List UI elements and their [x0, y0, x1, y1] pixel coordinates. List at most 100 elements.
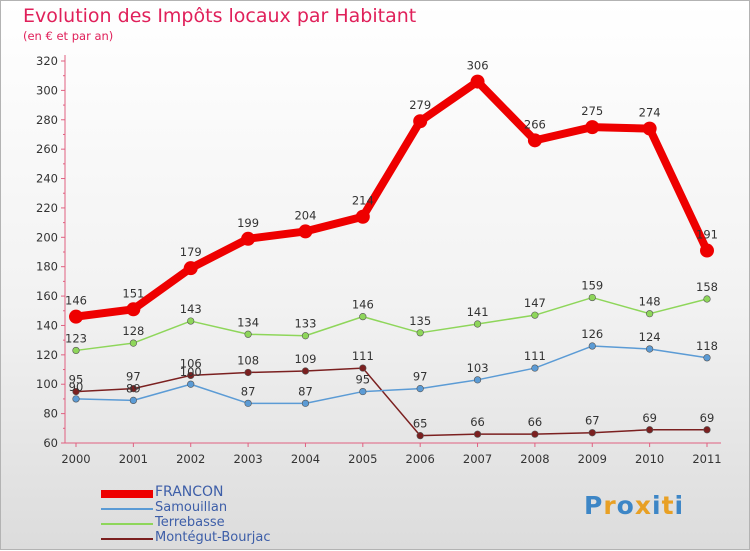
data-point-samouillan [473, 376, 482, 384]
series-line-francon [72, 77, 711, 321]
data-point-montegut-bourjac [703, 426, 711, 434]
data-label-francon: 146 [65, 294, 87, 308]
data-point-terrebasse [646, 310, 654, 318]
legend-label-francon: FRANCON [155, 484, 224, 500]
data-point-samouillan [244, 399, 252, 407]
data-point-terrebasse [359, 313, 367, 321]
y-tick-label: 100 [36, 377, 58, 391]
data-point-francon [298, 224, 313, 239]
data-label-terrebasse: 135 [409, 314, 431, 328]
x-tick-label: 2000 [61, 452, 90, 466]
data-point-francon [413, 114, 428, 129]
data-point-montegut-bourjac [187, 371, 195, 380]
series-line-terrebasse [75, 296, 708, 352]
y-tick-label: 180 [36, 260, 58, 274]
data-point-terrebasse [588, 293, 596, 302]
legend-label-terrebasse: Terrebasse [155, 515, 225, 530]
data-label-francon: 279 [409, 98, 431, 112]
data-point-francon [470, 74, 485, 89]
series-points [69, 74, 714, 440]
y-tick-label: 240 [36, 172, 58, 186]
series-labels: 95 97 106 108 109 111 65 66 66 67 69 69 123 128 143 134… [65, 59, 718, 431]
data-label-samouillan: 95 [355, 373, 370, 387]
data-point-samouillan [646, 345, 654, 353]
x-tick-label: 2006 [406, 452, 435, 466]
data-point-francon [183, 261, 198, 276]
logo-letter: t [661, 491, 675, 520]
y-tick-label: 320 [36, 54, 58, 68]
x-tick-label: 2009 [578, 452, 607, 466]
data-point-samouillan [416, 385, 424, 393]
data-point-francon [355, 209, 370, 224]
data-point-terrebasse [703, 295, 711, 303]
series-line-samouillan [75, 345, 708, 405]
data-label-terrebasse: 141 [467, 305, 489, 319]
data-label-francon: 275 [581, 104, 603, 118]
data-point-montegut-bourjac [72, 387, 80, 396]
y-tick-label: 140 [36, 318, 58, 332]
data-point-terrebasse [129, 339, 137, 347]
data-label-montegut-bourjac: 66 [470, 415, 485, 429]
data-point-montegut-bourjac [531, 430, 539, 438]
data-point-montegut-bourjac [244, 368, 252, 377]
y-tick-label: 260 [36, 142, 58, 156]
data-label-francon: 306 [467, 59, 489, 73]
logo-letter: P [584, 491, 604, 520]
data-point-francon [700, 243, 714, 258]
data-label-terrebasse: 133 [294, 317, 316, 331]
data-point-samouillan [531, 364, 539, 372]
data-point-montegut-bourjac [473, 430, 482, 438]
data-label-francon: 274 [639, 106, 661, 120]
data-point-francon [642, 121, 657, 136]
data-label-samouillan: 100 [180, 365, 202, 379]
data-label-terrebasse: 148 [639, 295, 661, 309]
data-label-samouillan: 87 [241, 384, 256, 398]
data-point-terrebasse [244, 330, 252, 338]
data-point-francon [527, 133, 542, 148]
data-label-francon: 204 [294, 208, 316, 222]
data-point-samouillan [588, 342, 596, 350]
data-label-montegut-bourjac: 97 [126, 370, 141, 384]
data-label-terrebasse: 143 [180, 302, 202, 316]
x-tick-label: 2011 [692, 452, 721, 466]
logo-letter: i [652, 491, 662, 520]
y-tick-label: 60 [43, 436, 58, 450]
logo-letter: r [603, 491, 617, 520]
data-point-montegut-bourjac [416, 432, 424, 440]
legend-label-samouillan: Samouillan [155, 500, 228, 515]
y-tick-label: 220 [36, 201, 58, 215]
data-label-montegut-bourjac: 65 [413, 417, 428, 431]
legend-swatch-francon [101, 489, 153, 498]
y-tick-label: 280 [36, 113, 58, 127]
legend: FRANCON Samouillan Terrebasse Montégut-B… [101, 484, 331, 546]
data-point-montegut-bourjac [359, 364, 367, 372]
data-label-samouillan: 90 [69, 380, 84, 394]
legend-item-samouillan: Samouillan [101, 500, 331, 516]
legend-item-montegut-bourjac: Montégut-Bourjac [101, 530, 331, 546]
data-label-samouillan: 124 [639, 330, 661, 344]
legend-item-francon: FRANCON [101, 484, 331, 501]
axes: 60 80 100 120 140 160 180 200 220 240 260 280 300 320… [36, 54, 722, 466]
data-point-samouillan [703, 354, 711, 362]
chart-title: Evolution des Impôts locaux par Habitant [23, 5, 417, 27]
x-tick-label: 2008 [520, 452, 549, 466]
x-tick-label: 2007 [463, 452, 492, 466]
data-point-francon [69, 309, 83, 324]
data-point-terrebasse [416, 329, 424, 337]
data-label-montegut-bourjac: 69 [700, 411, 715, 425]
data-point-francon [241, 231, 256, 246]
data-point-terrebasse [531, 311, 539, 319]
data-label-terrebasse: 158 [696, 280, 718, 294]
data-label-samouillan: 118 [696, 339, 718, 353]
data-point-samouillan [187, 380, 195, 388]
data-label-montegut-bourjac: 95 [69, 373, 84, 387]
data-label-francon: 179 [180, 245, 202, 259]
x-tick-label: 2005 [348, 452, 377, 466]
legend-swatch-samouillan [101, 507, 153, 510]
data-label-terrebasse: 128 [122, 324, 144, 338]
x-tick-label: 2003 [233, 452, 262, 466]
data-point-terrebasse [72, 346, 80, 355]
x-tick-label: 2002 [176, 452, 205, 466]
y-tick-label: 160 [36, 289, 58, 303]
